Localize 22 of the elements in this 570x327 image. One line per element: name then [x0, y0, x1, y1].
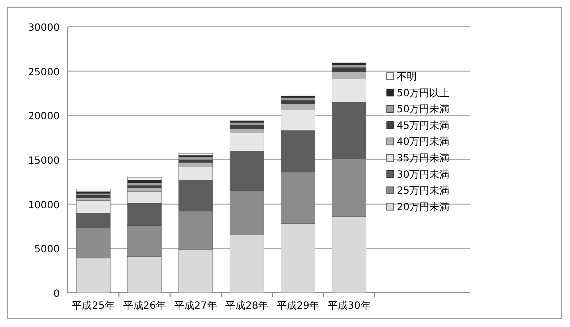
legend-label: 50万円未満 [397, 104, 450, 116]
x-tick-label: 平成29年 [276, 300, 320, 312]
y-tick-label: 15000 [28, 156, 60, 167]
y-tick-label: 30000 [28, 23, 60, 34]
x-tick-label: 平成28年 [226, 300, 268, 312]
legend-label: 30万円未満 [397, 168, 450, 181]
legend-label: 25万円未満 [397, 185, 450, 198]
y-tick-label: 20000 [28, 112, 60, 123]
legend-label: 20万円未満 [397, 201, 450, 214]
y-tick-label: 0 [54, 289, 60, 300]
y-tick-label: 5000 [34, 244, 60, 256]
x-tick-label: 平成30年 [328, 300, 371, 312]
legend-label: 45万円未満 [397, 120, 450, 132]
y-tick-label: 25000 [28, 67, 60, 78]
x-tick-label: 平成26年 [123, 300, 166, 312]
x-tick-label: 平成27年 [174, 300, 218, 312]
y-tick-label: 10000 [28, 200, 60, 212]
legend-label: 不明 [397, 72, 417, 83]
legend-label: 50万円以上 [397, 87, 450, 100]
x-tick-label: 平成25年 [72, 300, 115, 312]
legend-label: 35万円未満 [397, 152, 450, 164]
legend-label: 40万円未満 [397, 136, 450, 148]
